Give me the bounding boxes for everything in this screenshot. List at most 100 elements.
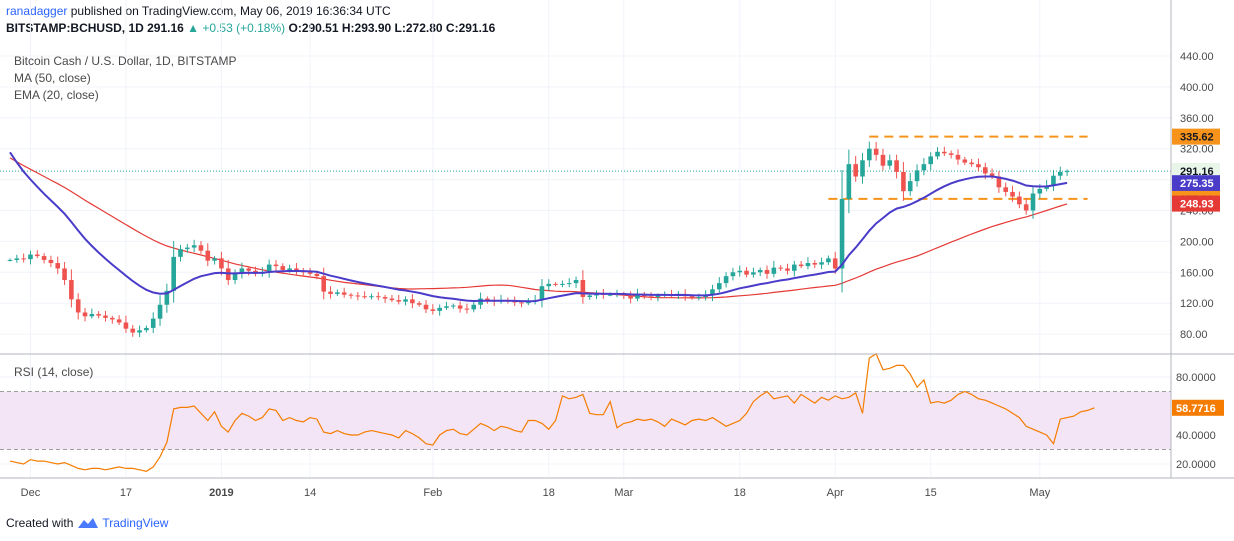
candle-body [566,283,572,285]
created-with: Created with [6,516,74,530]
candle-body [655,295,661,298]
candle-body [62,268,67,281]
last-price: 291.16 [147,21,184,35]
candle-body [280,266,286,270]
candle-body [144,327,149,331]
ohlc-values: O:290.51 H:293.90 L:272.80 C:291.16 [288,21,496,35]
tradingview-logo-icon [78,518,99,528]
price-label-box [1172,175,1220,192]
candle-body [955,154,961,160]
author-link[interactable]: ranadagger [6,4,68,18]
candle-body [28,254,33,260]
candle-body [928,156,933,165]
rsi-tick-label: 80.0000 [1176,372,1216,384]
candle-body [839,198,845,269]
candle-body [457,305,463,309]
candle-body [757,269,763,273]
price-tick-label: 400.00 [1180,82,1214,94]
price-tick-label: 440.00 [1180,51,1214,63]
candle-body [901,171,906,192]
price-tick-label: 120.00 [1180,298,1214,310]
candle-body [1010,191,1015,197]
candle-body [1030,193,1036,211]
candle-body [423,304,429,310]
candle-body [1003,187,1009,192]
candles [7,141,1070,338]
candle-body [812,263,818,265]
candle-body [798,264,804,267]
candle-body [137,330,142,333]
time-tick-label: 18 [543,487,555,499]
candle-body [287,268,292,270]
candle-body [1017,196,1022,205]
candle-body [907,181,913,192]
horizontal-levels [0,135,1171,450]
candle-body [116,319,122,323]
candle-body [348,294,354,296]
candle-body [389,298,395,301]
candle-body [771,267,777,274]
candle-body [266,264,272,273]
legend-ma: MA (50, close) [14,71,91,85]
candle-body [826,258,831,263]
candle-body [103,315,108,318]
tradingview-link[interactable]: TradingView [102,516,169,530]
up-arrow-icon: ▲ [187,21,200,35]
candle-body [75,299,81,313]
candle-body [935,151,940,157]
candle-body [526,301,531,304]
candle-body [403,299,408,302]
candle-body [273,264,279,267]
candle-body [14,258,20,260]
candle-body [914,170,920,182]
candle-body [887,160,893,166]
candle-body [594,293,599,296]
candle-body [444,306,449,308]
candle-body [205,250,211,261]
candle-body [539,286,545,301]
candle-body [519,302,524,304]
time-tick-label: 17 [120,487,132,499]
candle-body [232,273,238,281]
candle-body [123,322,129,329]
candle-body [410,299,415,304]
candle-body [580,280,586,298]
candle-body [157,304,163,319]
candle-body [239,268,245,274]
candle-body [942,151,947,154]
candle-body [996,176,1002,188]
candle-body [607,294,613,296]
time-tick-label: Apr [827,487,844,499]
candle-body [307,272,313,274]
candle-body [362,296,367,298]
candle-body [744,270,749,275]
candle-body [778,267,783,269]
candle-body [785,268,790,271]
publish-line: ranadagger published on TradingView.com,… [6,4,391,18]
candle-body [96,314,101,316]
candle-body [982,167,988,174]
candle-body [969,162,974,165]
candle-body [894,160,899,172]
candle-body [89,314,95,317]
candle-body [55,263,61,269]
candle-body [382,297,388,299]
price-tick-label: 80.00 [1180,329,1208,341]
price-tick-label: 200.00 [1180,236,1214,248]
time-tick-label: Dec [21,487,41,499]
rsi-line [9,352,1095,472]
candle-body [730,272,736,277]
candle-body [130,328,136,333]
price-change: +0.53 (+0.18%) [202,21,286,35]
candle-body [921,164,927,171]
candle-body [451,305,456,307]
price-tick-label: 360.00 [1180,113,1214,125]
candle-body [178,249,183,257]
candle-body [328,291,333,294]
candle-body [464,308,470,310]
rsi-tick-label: 40.0000 [1176,430,1216,442]
candle-body [710,289,715,296]
candle-body [198,245,204,251]
